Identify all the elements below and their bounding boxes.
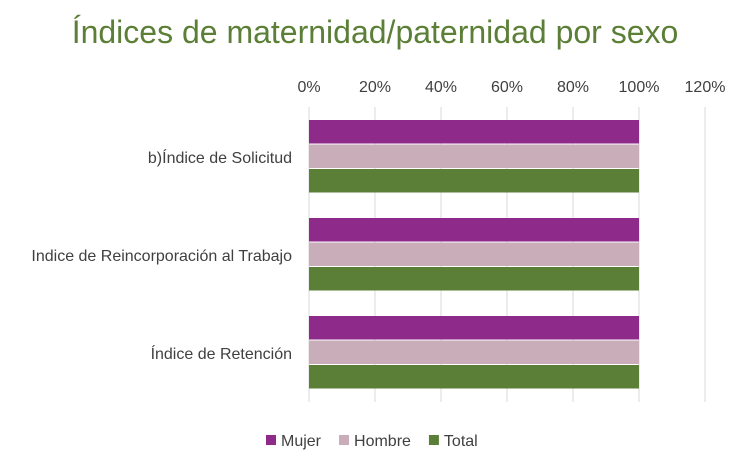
bar-mujer-1 (309, 218, 639, 242)
bar-total-1 (309, 267, 639, 291)
bar-layer (309, 120, 639, 389)
legend-swatch-total (428, 435, 439, 445)
tick-label-layer: 0% 20% 40% 60% 80% 100% 120% (297, 79, 725, 96)
x-tick-label: 80% (557, 79, 589, 96)
category-label: b)Índice de Solicitud (148, 148, 292, 167)
legend-label-hombre: Hombre (354, 433, 411, 450)
bar-total-2 (309, 365, 639, 389)
bar-total-0 (309, 169, 639, 193)
x-tick-label: 60% (491, 79, 523, 96)
legend-swatch-hombre (339, 435, 350, 445)
category-label-layer: b)Índice de Solicitud Indice de Reincorpo… (31, 148, 292, 363)
category-label: Indice de Reincorporación al Trabajo (31, 248, 292, 265)
legend: Mujer Hombre Total (266, 433, 478, 450)
bar-mujer-2 (309, 316, 639, 340)
bar-hombre-0 (309, 144, 639, 168)
category-label: Índice de Retención (151, 344, 292, 363)
bar-hombre-1 (309, 242, 639, 266)
x-tick-label: 0% (297, 79, 320, 96)
x-tick-label: 20% (359, 79, 391, 96)
legend-swatch-mujer (266, 435, 276, 445)
legend-label-total: Total (444, 433, 478, 450)
x-tick-label: 40% (425, 79, 457, 96)
bar-mujer-0 (309, 120, 639, 144)
chart-title: Índices de maternidad/paternidad por sex… (71, 14, 679, 50)
x-tick-label: 120% (685, 79, 726, 96)
x-tick-label: 100% (619, 79, 660, 96)
bar-hombre-2 (309, 340, 639, 364)
legend-label-mujer: Mujer (281, 433, 322, 450)
